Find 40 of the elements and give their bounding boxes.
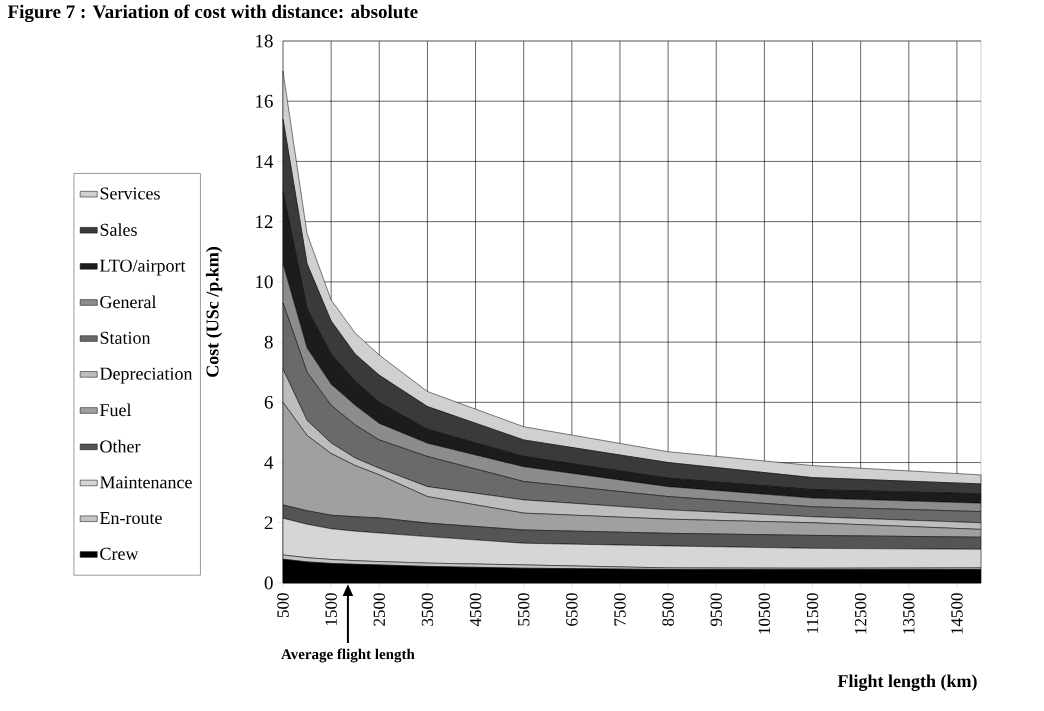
legend-label: Depreciation <box>100 367 193 384</box>
y-tick-label: 14 <box>256 155 274 168</box>
x-tick-label: 11500 <box>806 593 819 633</box>
legend-label: Other <box>100 439 141 453</box>
y-tick-label: 2 <box>264 516 273 530</box>
x-tick-label: 5500 <box>517 593 530 626</box>
y-tick-label: 10 <box>256 275 273 289</box>
chart-title: Figure 7 : Variation of cost with distance: absolute <box>7 4 418 23</box>
y-tick-label: 6 <box>264 395 273 409</box>
x-tick-label: 14500 <box>951 593 963 634</box>
text: Average flight length <box>281 648 415 663</box>
x-tick-label: 13500 <box>903 593 915 634</box>
y-tick-label: 12 <box>256 215 273 228</box>
legend-label: Maintenance <box>100 476 192 489</box>
x-tick-label: 8500 <box>662 593 674 626</box>
legend-label: General <box>100 295 157 309</box>
legend-label: Fuel <box>100 403 132 417</box>
legend-label: En-route <box>100 512 162 525</box>
y-tick-label: 16 <box>256 94 273 108</box>
legend-label: LTO/airport <box>100 259 186 276</box>
legend-label: Sales <box>100 223 137 236</box>
x-tick-label: 1500 <box>325 593 337 626</box>
legend-label: Crew <box>100 547 139 560</box>
y-tick-label: 0 <box>264 576 273 590</box>
x-tick-label: 7500 <box>614 593 626 626</box>
y-tick-label: 8 <box>264 335 273 349</box>
x-tick-label: 6500 <box>566 593 578 626</box>
x-axis-title: Flight length (km) <box>837 674 977 691</box>
legend-label: Services <box>100 187 160 200</box>
x-tick-label: 10500 <box>758 593 771 634</box>
x-tick-label: 500 <box>277 593 289 618</box>
x-tick-label: 12500 <box>854 593 867 634</box>
y-tick-label: 18 <box>256 34 273 48</box>
x-tick-label: 4500 <box>469 593 482 627</box>
x-tick-label: 9500 <box>710 593 722 626</box>
legend-label: Station <box>100 331 151 344</box>
y-tick-label: 4 <box>264 456 274 469</box>
x-tick-label: 2500 <box>373 593 386 626</box>
y-axis-title: Cost (USc /p.km) <box>205 247 223 377</box>
x-tick-label: 3500 <box>421 593 434 626</box>
